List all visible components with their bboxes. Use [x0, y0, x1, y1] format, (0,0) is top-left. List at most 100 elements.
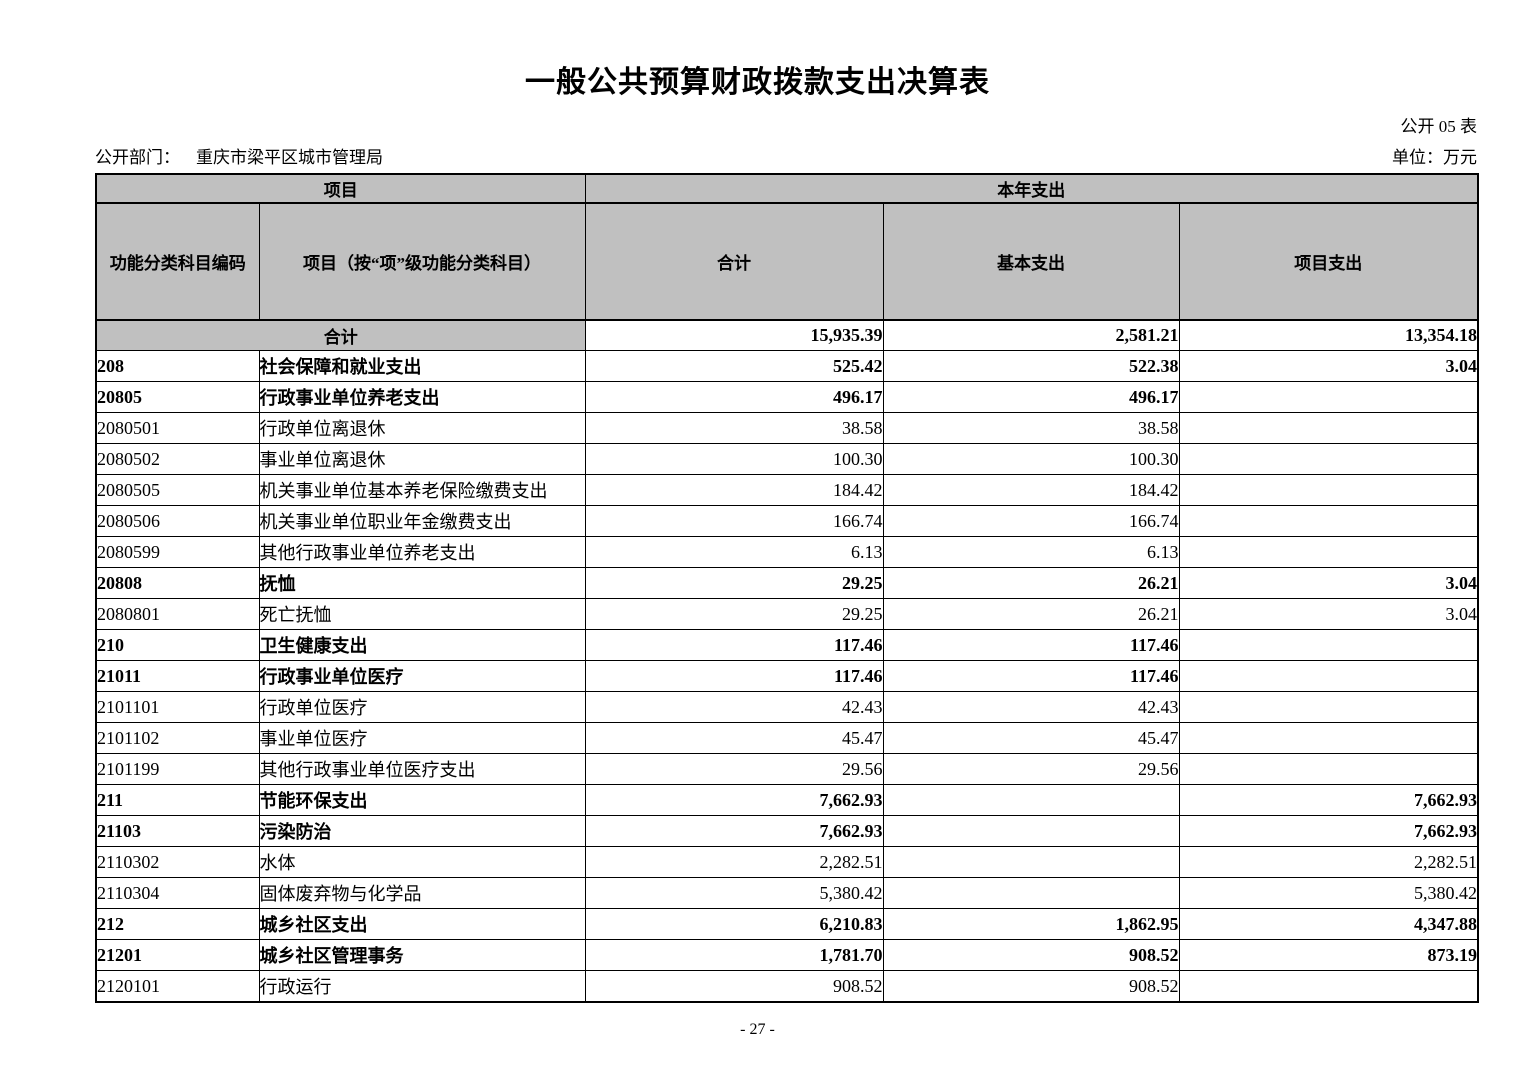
row-total-value: 42.43: [584, 691, 884, 723]
row-total-value: 38.58: [584, 412, 884, 444]
row-item-name: 城乡社区管理事务: [258, 939, 586, 971]
row-function-code: 2080505: [95, 474, 260, 506]
row-item-name: 其他行政事业单位养老支出: [258, 536, 586, 568]
department-label: 公开部门：: [95, 148, 180, 167]
row-basic-value: 100.30: [882, 443, 1180, 475]
row-basic-value: 522.38: [882, 350, 1180, 382]
row-function-code: 21011: [95, 660, 260, 692]
row-project-value: [1178, 381, 1479, 413]
row-project-value: [1178, 660, 1479, 692]
table-row: 2101102 事业单位医疗 45.47 45.47: [95, 722, 1479, 754]
row-project-value: 2,282.51: [1178, 846, 1479, 878]
row-item-name: 行政事业单位养老支出: [258, 381, 586, 413]
row-item-name: 机关事业单位基本养老保险缴费支出: [258, 474, 586, 506]
department-name: 重庆市梁平区城市管理局: [196, 148, 383, 167]
row-project-value: [1178, 412, 1479, 444]
table-row: 2110302 水体 2,282.51 2,282.51: [95, 846, 1479, 878]
row-basic-value: 26.21: [882, 567, 1180, 599]
row-function-code: 20805: [95, 381, 260, 413]
col-header-total: 合计: [584, 202, 884, 321]
row-basic-value: 166.74: [882, 505, 1180, 537]
table-row: 212 城乡社区支出 6,210.83 1,862.95 4,347.88: [95, 908, 1479, 940]
row-function-code: 2080506: [95, 505, 260, 537]
row-item-name: 固体废弃物与化学品: [258, 877, 586, 909]
row-function-code: 2110304: [95, 877, 260, 909]
table-row: 2080801 死亡抚恤 29.25 26.21 3.04: [95, 598, 1479, 630]
row-function-code: 2101102: [95, 722, 260, 754]
row-project-value: 3.04: [1178, 598, 1479, 630]
row-basic-value: 184.42: [882, 474, 1180, 506]
col-header-function-code: 功能分类科目编码: [95, 202, 260, 321]
row-function-code: 2080599: [95, 536, 260, 568]
row-basic-value: 1,862.95: [882, 908, 1180, 940]
unit-label: 单位：万元: [1392, 148, 1477, 167]
row-item-name: 死亡抚恤: [258, 598, 586, 630]
row-total-value: 117.46: [584, 629, 884, 661]
row-basic-value: 117.46: [882, 660, 1180, 692]
table-row: 211 节能环保支出 7,662.93 7,662.93: [95, 784, 1479, 816]
row-function-code: 2101199: [95, 753, 260, 785]
row-basic-value: 38.58: [882, 412, 1180, 444]
row-function-code: 2080502: [95, 443, 260, 475]
row-basic-value: 496.17: [882, 381, 1180, 413]
row-item-name: 卫生健康支出: [258, 629, 586, 661]
row-item-name: 节能环保支出: [258, 784, 586, 816]
row-project-value: 873.19: [1178, 939, 1479, 971]
row-project-value: 7,662.93: [1178, 815, 1479, 847]
row-function-code: 21103: [95, 815, 260, 847]
row-basic-value: 45.47: [882, 722, 1180, 754]
col-header-project-expense: 项目支出: [1178, 202, 1479, 321]
row-project-value: [1178, 505, 1479, 537]
total-row-total: 15,935.39: [584, 319, 884, 351]
row-project-value: [1178, 970, 1479, 1003]
row-total-value: 6.13: [584, 536, 884, 568]
row-project-value: [1178, 722, 1479, 754]
row-item-name: 机关事业单位职业年金缴费支出: [258, 505, 586, 537]
row-project-value: 5,380.42: [1178, 877, 1479, 909]
row-total-value: 2,282.51: [584, 846, 884, 878]
table-row: 2080599 其他行政事业单位养老支出 6.13 6.13: [95, 536, 1479, 568]
col-header-item-name: 项目（按“项”级功能分类科目）: [258, 202, 586, 321]
table-row: 2101199 其他行政事业单位医疗支出 29.56 29.56: [95, 753, 1479, 785]
row-total-value: 166.74: [584, 505, 884, 537]
table-row: 2080501 行政单位离退休 38.58 38.58: [95, 412, 1479, 444]
row-total-value: 100.30: [584, 443, 884, 475]
row-item-name: 其他行政事业单位医疗支出: [258, 753, 586, 785]
row-function-code: 212: [95, 908, 260, 940]
row-total-value: 45.47: [584, 722, 884, 754]
row-basic-value: 42.43: [882, 691, 1180, 723]
row-basic-value: [882, 846, 1180, 878]
row-basic-value: 6.13: [882, 536, 1180, 568]
row-basic-value: [882, 877, 1180, 909]
row-project-value: [1178, 691, 1479, 723]
table-row: 210 卫生健康支出 117.46 117.46: [95, 629, 1479, 661]
row-project-value: 3.04: [1178, 567, 1479, 599]
group-header-current-year-expense: 本年支出: [584, 173, 1479, 204]
table-row: 2120101 行政运行 908.52 908.52: [95, 970, 1479, 1003]
row-total-value: 6,210.83: [584, 908, 884, 940]
row-total-value: 117.46: [584, 660, 884, 692]
col-header-basic-expense: 基本支出: [882, 202, 1180, 321]
row-total-value: 29.25: [584, 567, 884, 599]
row-total-value: 184.42: [584, 474, 884, 506]
page-number: - 27 -: [740, 1021, 775, 1038]
row-total-value: 496.17: [584, 381, 884, 413]
row-project-value: [1178, 753, 1479, 785]
total-row-label: 合计: [95, 319, 586, 351]
table-row: 21103 污染防治 7,662.93 7,662.93: [95, 815, 1479, 847]
row-item-name: 事业单位离退休: [258, 443, 586, 475]
table-row: 2080505 机关事业单位基本养老保险缴费支出 184.42 184.42: [95, 474, 1479, 506]
row-project-value: 3.04: [1178, 350, 1479, 382]
row-item-name: 行政单位离退休: [258, 412, 586, 444]
total-row: 合计 15,935.39 2,581.21 13,354.18: [95, 319, 1479, 351]
row-item-name: 污染防治: [258, 815, 586, 847]
table-row: 20805 行政事业单位养老支出 496.17 496.17: [95, 381, 1479, 413]
table-row: 20808 抚恤 29.25 26.21 3.04: [95, 567, 1479, 599]
page-title: 一般公共预算财政拨款支出决算表: [525, 66, 990, 99]
row-basic-value: 26.21: [882, 598, 1180, 630]
row-total-value: 908.52: [584, 970, 884, 1003]
table-body: 合计 15,935.39 2,581.21 13,354.18 208 社会保障…: [95, 319, 1479, 1003]
table-row: 21011 行政事业单位医疗 117.46 117.46: [95, 660, 1479, 692]
table-number: 公开 05 表: [1400, 117, 1478, 136]
row-function-code: 20808: [95, 567, 260, 599]
